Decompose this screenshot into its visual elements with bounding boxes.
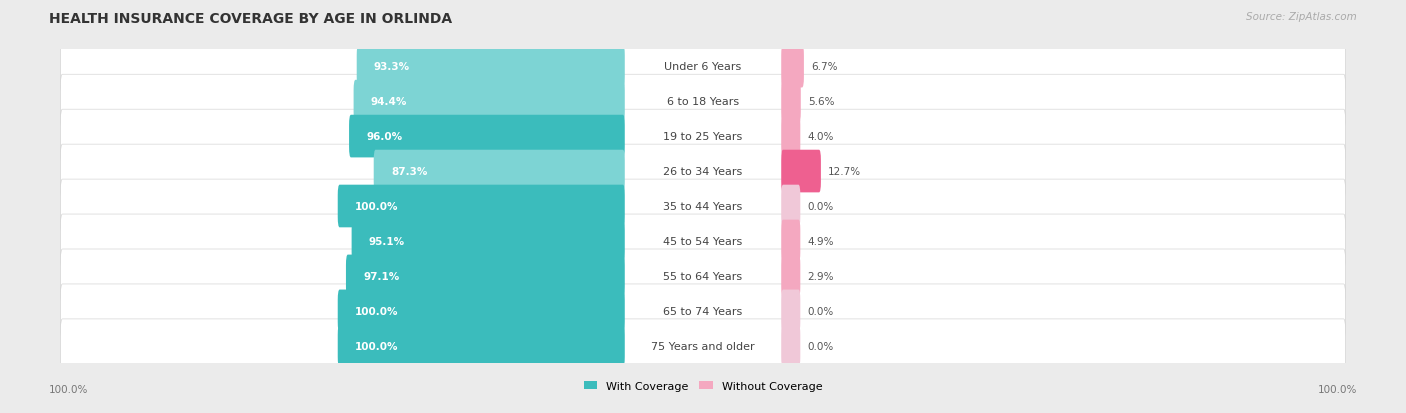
Text: 100.0%: 100.0% (1317, 385, 1357, 394)
Text: 6 to 18 Years: 6 to 18 Years (666, 97, 740, 107)
Text: 94.4%: 94.4% (371, 97, 408, 107)
FancyBboxPatch shape (337, 185, 624, 228)
Text: 26 to 34 Years: 26 to 34 Years (664, 166, 742, 177)
Text: 0.0%: 0.0% (807, 202, 834, 211)
Text: 100.0%: 100.0% (354, 202, 398, 211)
Text: 2.9%: 2.9% (807, 271, 834, 281)
FancyBboxPatch shape (60, 75, 1346, 129)
FancyBboxPatch shape (357, 46, 624, 88)
FancyBboxPatch shape (60, 284, 1346, 338)
Text: 100.0%: 100.0% (354, 341, 398, 351)
Text: Under 6 Years: Under 6 Years (665, 62, 741, 72)
Text: 12.7%: 12.7% (828, 166, 862, 177)
FancyBboxPatch shape (60, 319, 1346, 373)
FancyBboxPatch shape (60, 249, 1346, 303)
Text: 4.0%: 4.0% (807, 132, 834, 142)
FancyBboxPatch shape (782, 325, 800, 367)
Text: 87.3%: 87.3% (391, 166, 427, 177)
Text: 0.0%: 0.0% (807, 341, 834, 351)
Text: HEALTH INSURANCE COVERAGE BY AGE IN ORLINDA: HEALTH INSURANCE COVERAGE BY AGE IN ORLI… (49, 12, 453, 26)
Text: Source: ZipAtlas.com: Source: ZipAtlas.com (1246, 12, 1357, 22)
Legend: With Coverage, Without Coverage: With Coverage, Without Coverage (579, 377, 827, 396)
FancyBboxPatch shape (60, 214, 1346, 268)
Text: 55 to 64 Years: 55 to 64 Years (664, 271, 742, 281)
FancyBboxPatch shape (346, 255, 624, 297)
Text: 45 to 54 Years: 45 to 54 Years (664, 236, 742, 247)
FancyBboxPatch shape (352, 220, 624, 263)
Text: 100.0%: 100.0% (354, 306, 398, 316)
FancyBboxPatch shape (782, 46, 804, 88)
FancyBboxPatch shape (782, 116, 800, 158)
FancyBboxPatch shape (337, 325, 624, 367)
FancyBboxPatch shape (782, 150, 821, 193)
Text: 97.1%: 97.1% (363, 271, 399, 281)
Text: 65 to 74 Years: 65 to 74 Years (664, 306, 742, 316)
FancyBboxPatch shape (353, 81, 624, 123)
FancyBboxPatch shape (60, 110, 1346, 164)
FancyBboxPatch shape (60, 145, 1346, 199)
FancyBboxPatch shape (782, 185, 800, 228)
FancyBboxPatch shape (782, 220, 800, 263)
Text: 95.1%: 95.1% (368, 236, 405, 247)
FancyBboxPatch shape (349, 116, 624, 158)
FancyBboxPatch shape (60, 180, 1346, 233)
Text: 100.0%: 100.0% (49, 385, 89, 394)
Text: 75 Years and older: 75 Years and older (651, 341, 755, 351)
Text: 0.0%: 0.0% (807, 306, 834, 316)
FancyBboxPatch shape (374, 150, 624, 193)
Text: 4.9%: 4.9% (807, 236, 834, 247)
Text: 93.3%: 93.3% (374, 62, 411, 72)
FancyBboxPatch shape (782, 81, 801, 123)
FancyBboxPatch shape (60, 40, 1346, 94)
Text: 19 to 25 Years: 19 to 25 Years (664, 132, 742, 142)
Text: 96.0%: 96.0% (367, 132, 402, 142)
Text: 5.6%: 5.6% (808, 97, 835, 107)
FancyBboxPatch shape (782, 255, 800, 297)
Text: 6.7%: 6.7% (811, 62, 838, 72)
Text: 35 to 44 Years: 35 to 44 Years (664, 202, 742, 211)
FancyBboxPatch shape (337, 290, 624, 332)
FancyBboxPatch shape (782, 290, 800, 332)
